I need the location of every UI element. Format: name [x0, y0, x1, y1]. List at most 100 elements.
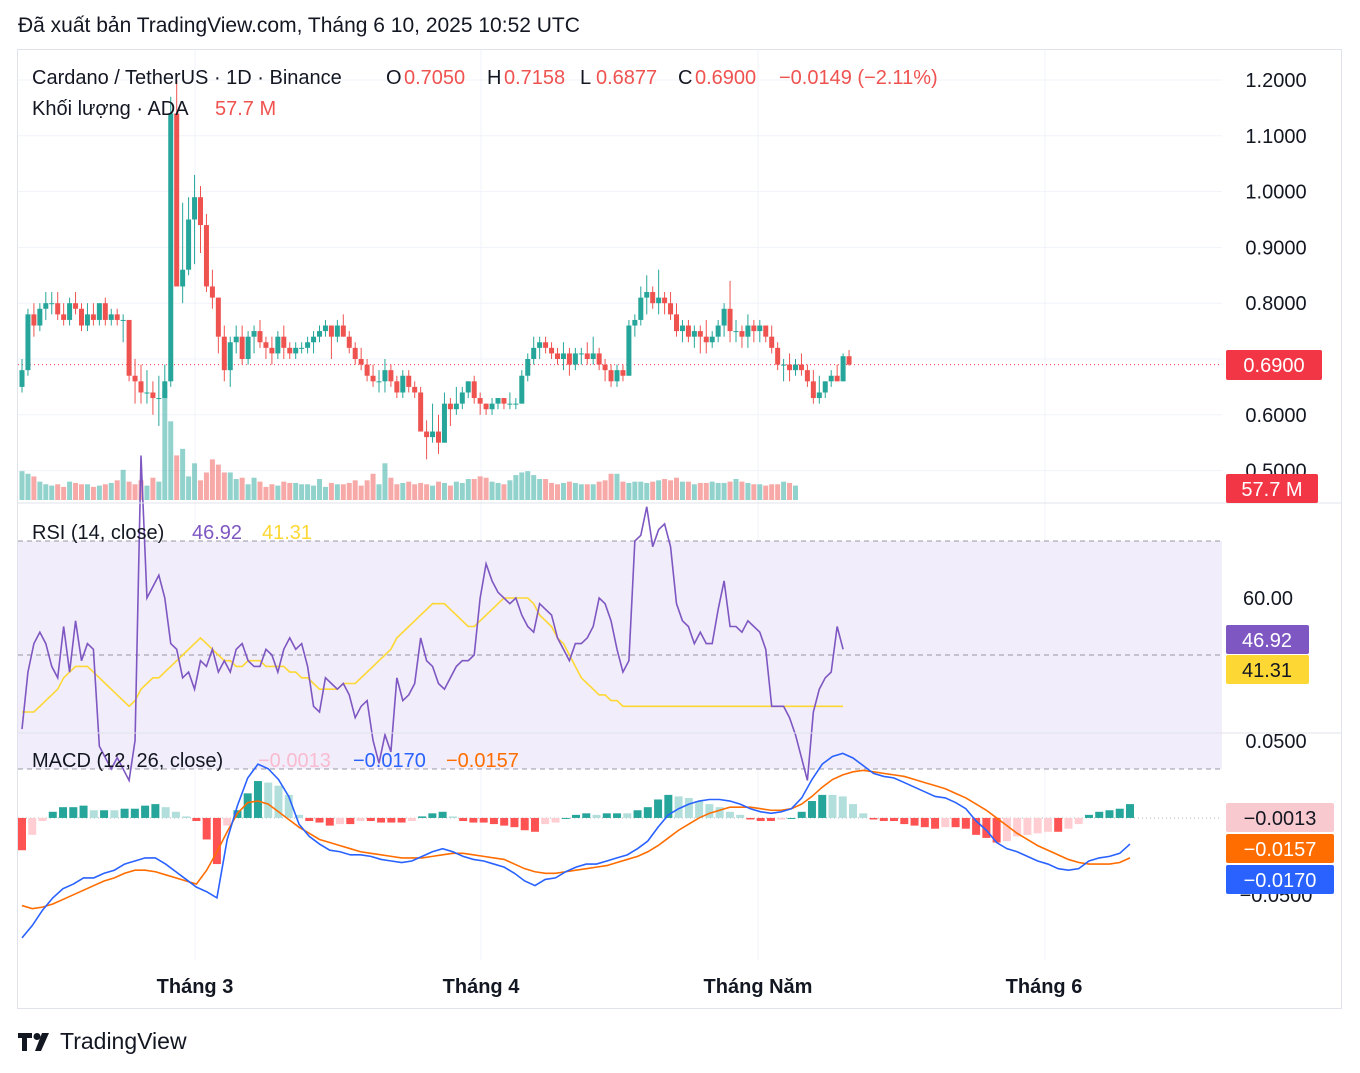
macd-histogram-bar: [1023, 817, 1032, 835]
macd-histogram-bar: [766, 817, 775, 822]
candle-body: [674, 314, 679, 332]
volume-bar: [305, 484, 311, 500]
candle-body: [61, 314, 67, 320]
macd-histogram-bar: [459, 817, 468, 822]
macd-histogram-bar: [602, 813, 611, 818]
candle-body: [465, 381, 471, 393]
macd-hist-badge-bg: [1226, 803, 1334, 832]
macd-histogram-bar: [130, 808, 139, 818]
volume-bar: [418, 482, 424, 500]
rsi-value-legend: 46.92: [192, 522, 242, 544]
macd-histogram-bar: [212, 817, 221, 865]
rsi-ma-badge-bg: [1226, 655, 1309, 684]
macd-histogram-bar: [1095, 811, 1104, 818]
candle-body: [251, 331, 257, 337]
macd-histogram-bar: [469, 817, 478, 823]
volume-bar: [43, 484, 49, 500]
volume-bar: [90, 486, 96, 500]
macd-histogram-bar: [366, 817, 375, 822]
macd-histogram-bar: [315, 817, 324, 823]
candle-body: [382, 370, 388, 382]
volume-bar: [96, 485, 102, 500]
candle-body: [543, 342, 549, 348]
volume-bar: [709, 481, 715, 500]
low-label: L: [580, 67, 591, 89]
macd-histogram-bar: [387, 817, 396, 823]
macd-histogram-bar: [243, 793, 252, 818]
candle-body: [763, 325, 769, 337]
candle-body: [840, 356, 846, 382]
volume-bar: [507, 480, 513, 500]
candle-body: [346, 336, 352, 348]
candle-body: [715, 325, 721, 337]
volume-bar: [412, 484, 418, 500]
volume-bar: [400, 482, 406, 500]
macd-signal-badge-bg: [1226, 834, 1334, 863]
volume-bar: [340, 484, 346, 500]
macd-histogram-bar: [223, 817, 232, 826]
volume-bar: [632, 481, 638, 500]
candlesticks: [18, 80, 1222, 460]
macd-histogram-bar: [141, 805, 150, 818]
candle-body: [132, 375, 138, 382]
volume-bar: [114, 480, 120, 500]
volume-bar: [180, 448, 186, 500]
volume-bar: [275, 485, 281, 500]
volume-bar: [555, 484, 560, 500]
candle-body: [560, 353, 566, 359]
candle-body: [453, 403, 459, 410]
candle-body: [447, 403, 453, 410]
volume-bar: [447, 485, 453, 500]
volume-bar: [685, 481, 691, 500]
volume-bar: [537, 479, 543, 500]
volume-bar: [715, 482, 721, 500]
volume-bar: [703, 482, 709, 500]
candle-body: [549, 347, 555, 354]
volume-value: 57.7 M: [215, 98, 276, 120]
volume-bar: [19, 471, 25, 500]
candle-body: [168, 113, 174, 382]
candle-body: [525, 359, 531, 376]
macd-histogram-bar: [807, 801, 816, 818]
macd-histogram-bar: [643, 807, 652, 818]
volume-bar: [691, 484, 697, 500]
candle-body: [186, 219, 192, 270]
candle-body: [745, 325, 751, 337]
volume-bar: [406, 481, 412, 500]
macd-histogram-bar: [520, 817, 529, 831]
volume-bar: [239, 477, 245, 500]
macd-histogram-bar: [89, 810, 98, 818]
candle-body: [334, 325, 340, 337]
macd-value-badge-bg: [1226, 865, 1334, 894]
macd-histogram-bar: [879, 817, 888, 822]
candle-body: [513, 403, 519, 405]
volume-bar: [650, 481, 656, 500]
candle-body: [108, 314, 114, 320]
candle-body: [322, 325, 328, 332]
volume-bar: [656, 480, 662, 500]
volume-bar: [465, 479, 471, 500]
volume-bar: [388, 477, 394, 500]
volume-bars: [19, 389, 798, 500]
volume-bar: [793, 485, 798, 500]
volume-bar: [763, 485, 769, 500]
candle-body: [55, 303, 61, 315]
volume-bar: [352, 480, 358, 500]
volume-bar: [733, 479, 739, 500]
volume-bar: [203, 472, 209, 500]
volume-bar: [186, 476, 192, 500]
volume-bar: [430, 485, 436, 500]
candle-body: [775, 347, 781, 365]
time-tick: Tháng Năm: [704, 976, 813, 998]
macd-histogram-bar: [756, 817, 765, 822]
volume-bar: [198, 480, 203, 500]
axes: 1.20001.10001.00000.90000.80000.60000.50…: [18, 70, 1342, 998]
candle-body: [90, 314, 96, 320]
candle-body: [209, 286, 215, 298]
volume-bar: [102, 484, 108, 500]
candle-body: [709, 336, 715, 343]
price-tick: 1.1000: [1245, 126, 1306, 148]
candle-body: [162, 381, 168, 399]
volume-bar: [108, 482, 114, 500]
